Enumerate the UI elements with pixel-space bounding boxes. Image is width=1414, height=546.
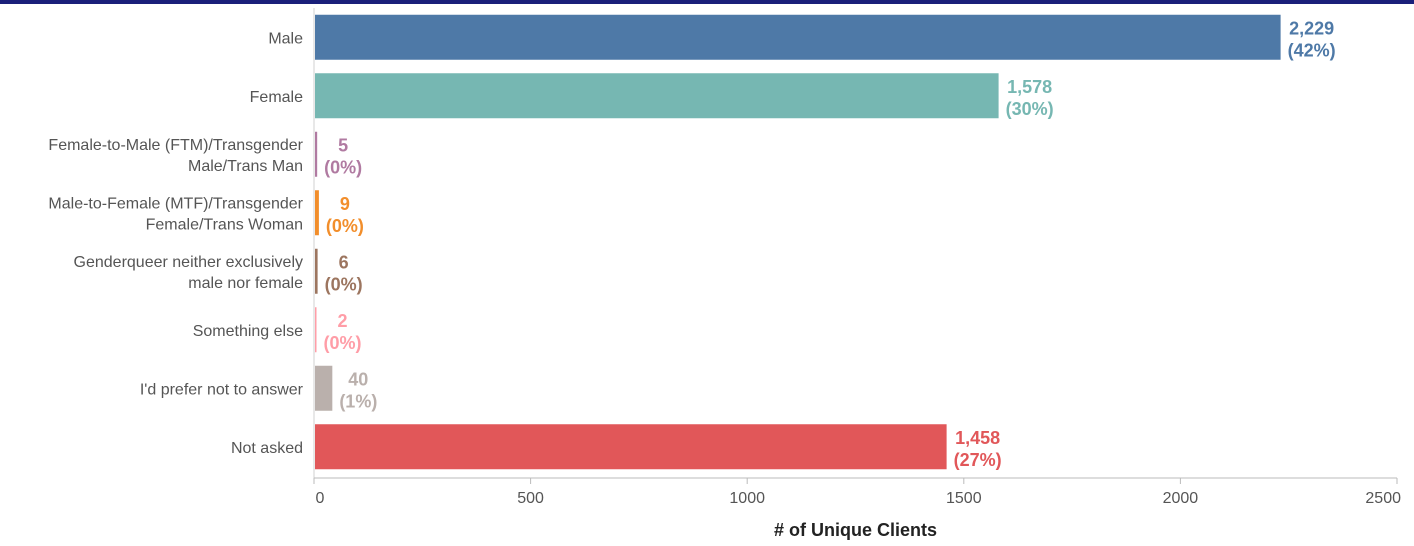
data-label: 5 (0%) <box>324 135 362 177</box>
bar <box>315 14 1281 60</box>
x-tick-label: 2500 <box>1365 490 1401 507</box>
bars <box>315 14 1281 470</box>
data-label: 9 (0%) <box>326 194 364 236</box>
bar <box>315 190 319 236</box>
bar <box>315 248 318 294</box>
data-label: 1,458 (27%) <box>954 428 1002 470</box>
category-label: Male <box>268 30 303 47</box>
bar <box>315 365 333 411</box>
x-axis-title: # of Unique Clients <box>774 520 937 540</box>
x-tick-label: 500 <box>517 490 544 507</box>
category-label: Female <box>250 89 303 106</box>
x-tick-label: 0 <box>316 490 325 507</box>
x-tick-label: 1500 <box>946 490 982 507</box>
category-label: Female-to-Male (FTM)/Transgender Male/Tra… <box>48 137 303 175</box>
data-labels: 2,229 (42%) 1,578 (30%) 5 (0%) 9 (0%) 6 (0%) 2 (0%)… <box>323 18 1335 470</box>
bar <box>315 424 947 470</box>
top-border <box>0 0 1414 4</box>
bar <box>315 131 318 177</box>
bar <box>315 73 999 119</box>
bar <box>315 307 317 353</box>
data-label: 1,578 (30%) <box>1006 77 1054 119</box>
data-label: 2 (0%) <box>323 311 361 353</box>
category-label: Genderqueer neither exclusively male nor … <box>74 254 304 292</box>
category-label: Something else <box>193 323 303 340</box>
category-label: Male-to-Female (MTF)/Transgender Female/T… <box>48 195 303 233</box>
category-label: I'd prefer not to answer <box>140 381 304 398</box>
category-labels: Male Female Female-to-Male (FTM)/Transgend… <box>48 30 303 457</box>
x-tick-label: 1000 <box>729 490 765 507</box>
category-label: Not asked <box>231 440 303 457</box>
data-label: 40 (1%) <box>339 369 377 411</box>
x-axis-ticks: 0 500 1000 1500 2000 2500 <box>313 478 1401 507</box>
x-tick-label: 2000 <box>1163 490 1199 507</box>
data-label: 6 (0%) <box>325 252 363 294</box>
data-label: 2,229 (42%) <box>1288 18 1336 60</box>
